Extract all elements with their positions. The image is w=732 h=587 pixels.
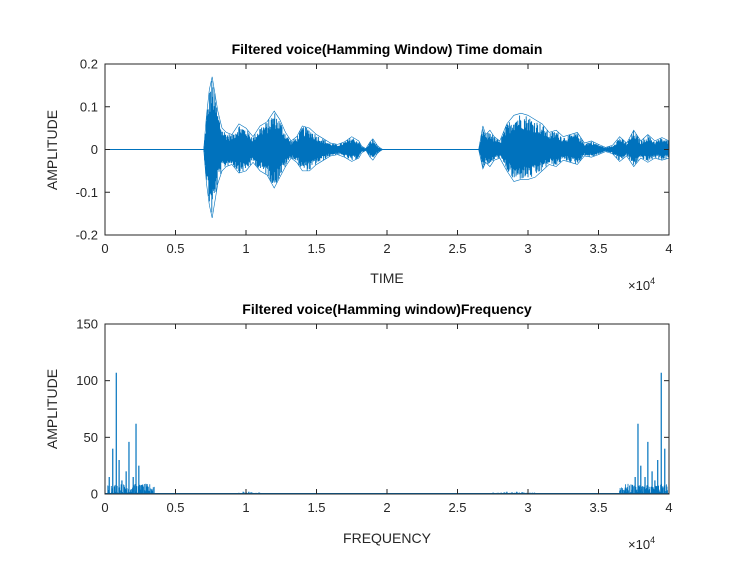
time-domain-y-tick-label: 0.1: [80, 99, 98, 114]
frequency-domain-x-tick-label: 3: [524, 500, 531, 515]
time-domain-x-multiplier-exponent: 4: [650, 276, 655, 286]
frequency-domain-x-multiplier-base: ×10: [628, 537, 650, 552]
frequency-domain-x-tick-label: 1: [242, 500, 249, 515]
time-domain-x-tick-label: 1: [242, 241, 249, 256]
frequency-domain-title: Filtered voice(Hamming window)Frequency: [242, 301, 532, 317]
frequency-domain-x-tick-label: 3.5: [589, 500, 607, 515]
frequency-domain-x-tick-label: 1.5: [307, 500, 325, 515]
frequency-domain-x-ticks: 0 0.5 1 1.5 2 2.5 3 3.5 4: [101, 324, 673, 515]
frequency-domain-x-multiplier-exponent: 4: [650, 535, 655, 545]
frequency-domain-y-tick-label: 100: [76, 373, 98, 388]
time-domain-axes: Filtered voice(Hamming Window) Time doma…: [44, 41, 673, 293]
frequency-domain-x-label: FREQUENCY: [343, 530, 432, 546]
time-domain-y-tick-label: 0: [91, 142, 98, 157]
time-domain-x-tick-label: 4: [665, 241, 672, 256]
frequency-domain-x-tick-label: 2: [383, 500, 390, 515]
frequency-domain-x-tick-label: 2.5: [448, 500, 466, 515]
time-domain-x-tick-label: 2.5: [448, 241, 466, 256]
time-domain-y-tick-label: 0.2: [80, 57, 98, 72]
frequency-domain-axes: Filtered voice(Hamming window)Frequency …: [44, 301, 673, 552]
time-domain-x-tick-label: 2: [383, 241, 390, 256]
frequency-domain-y-tick-label: 150: [76, 317, 98, 332]
time-domain-y-tick-label: -0.2: [76, 228, 98, 243]
time-domain-x-tick-label: 0: [101, 241, 108, 256]
time-domain-x-tick-label: 3: [524, 241, 531, 256]
frequency-domain-y-label: AMPLITUDE: [44, 369, 60, 449]
time-domain-x-tick-label: 3.5: [589, 241, 607, 256]
time-domain-x-multiplier: ×104: [628, 276, 655, 293]
frequency-domain-x-tick-label: 0.5: [166, 500, 184, 515]
time-domain-y-ticks: -0.2 -0.1 0 0.1 0.2: [76, 57, 669, 243]
time-domain-x-tick-label: 0.5: [166, 241, 184, 256]
time-domain-x-ticks: 0 0.5 1 1.5 2 2.5 3 3.5 4: [101, 64, 673, 256]
frequency-domain-y-ticks: 0 50 100 150: [76, 317, 669, 502]
frequency-domain-x-tick-label: 0: [101, 500, 108, 515]
time-domain-plot-area: [105, 76, 670, 218]
time-domain-x-multiplier-base: ×10: [628, 278, 650, 293]
time-domain-y-label: AMPLITUDE: [44, 110, 60, 190]
time-domain-lower-envelope: [105, 149, 670, 218]
time-domain-title: Filtered voice(Hamming Window) Time doma…: [232, 41, 543, 57]
time-domain-y-tick-label: -0.1: [76, 185, 98, 200]
time-domain-x-label: TIME: [370, 270, 403, 286]
frequency-domain-y-tick-label: 0: [91, 487, 98, 502]
frequency-domain-y-tick-label: 50: [84, 430, 98, 445]
time-domain-x-tick-label: 1.5: [307, 241, 325, 256]
frequency-domain-x-multiplier: ×104: [628, 535, 655, 552]
frequency-domain-x-tick-label: 4: [665, 500, 672, 515]
time-domain-upper-envelope: [105, 76, 670, 150]
